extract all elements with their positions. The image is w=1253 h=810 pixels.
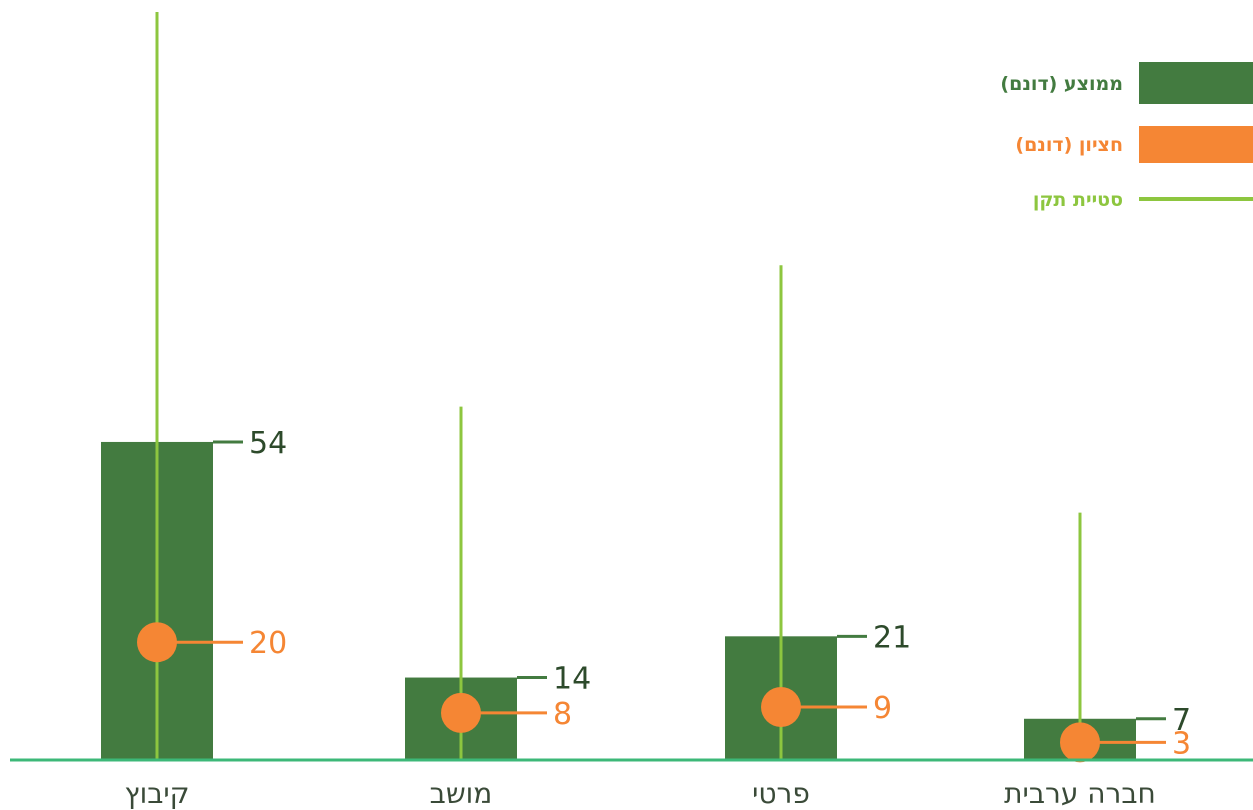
median-value-label-0: 20 [249, 626, 287, 661]
category-label-2: פרטי [752, 777, 810, 810]
median-marker-0 [137, 622, 177, 663]
median-marker-2 [761, 686, 801, 727]
mean-value-label-1: 14 [553, 662, 591, 697]
median-value-label-1: 8 [553, 697, 572, 732]
legend-swatch-median [1139, 126, 1253, 163]
median-marker-1 [441, 692, 481, 733]
legend-label-stddev: סטיית תקן [1033, 189, 1123, 211]
legend-label-mean: ממוצע (דונם) [1000, 73, 1123, 95]
legend-label-median: חציון (דונם) [1015, 134, 1123, 156]
mean-value-label-3: 7 [1172, 703, 1191, 738]
error-bars-front [155, 12, 1082, 760]
median-marker-3 [1060, 722, 1100, 763]
legend-swatch-mean [1139, 62, 1253, 104]
category-label-3: חברה ערבית [1004, 777, 1156, 810]
legend: ממוצע (דונם) חציון (דונם) סטיית תקן [1000, 62, 1253, 211]
mean-value-label-0: 54 [249, 426, 287, 461]
category-labels: קיבוץ מושב פרטי חברה ערבית [124, 777, 1155, 810]
value-labels: 54 20 148 21 9 73 [213, 426, 1191, 761]
median-markers [137, 622, 1166, 763]
median-value-label-3: 3 [1172, 726, 1191, 761]
bars [101, 441, 1136, 760]
category-label-0: קיבוץ [124, 777, 189, 810]
category-label-1: מושב [430, 777, 493, 810]
median-value-label-2: 9 [873, 691, 892, 726]
mean-value-label-2: 21 [873, 620, 911, 655]
